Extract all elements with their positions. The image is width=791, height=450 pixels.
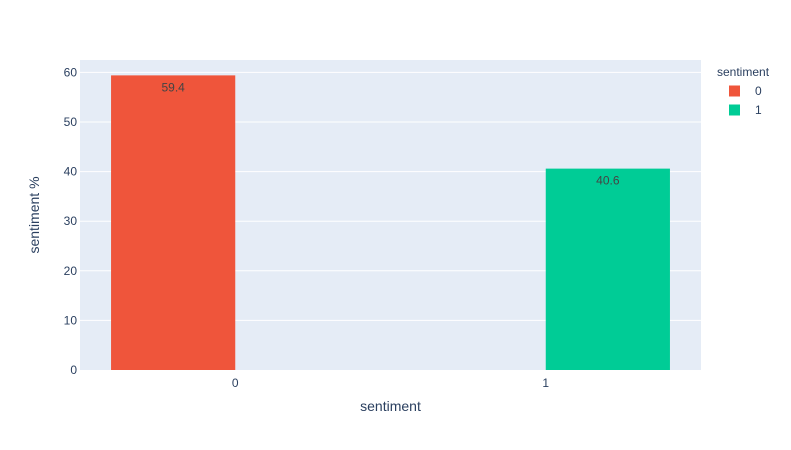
- data-label-0: 59.4: [161, 80, 185, 94]
- legend-swatch: [729, 85, 740, 97]
- legend: sentiment 01: [717, 65, 770, 117]
- legend-label: 1: [755, 103, 762, 117]
- bars: [111, 75, 670, 370]
- x-axis-title: sentiment: [360, 398, 421, 414]
- y-tick-label: 40: [64, 165, 78, 179]
- x-tick-label: 0: [232, 376, 239, 390]
- y-axis-ticks: 0 10 20 30 40 50 60: [64, 65, 78, 377]
- x-tick-label: 1: [542, 376, 549, 390]
- bar-series-1: [545, 168, 670, 370]
- data-label-1: 40.6: [596, 174, 620, 188]
- y-tick-label: 50: [64, 115, 78, 129]
- legend-items: 01: [729, 84, 762, 117]
- y-tick-label: 20: [64, 264, 78, 278]
- legend-title: sentiment: [717, 65, 770, 79]
- y-axis-title: sentiment %: [26, 176, 42, 253]
- y-tick-label: 10: [64, 313, 78, 327]
- legend-label: 0: [755, 84, 762, 98]
- legend-swatch: [729, 104, 740, 116]
- y-tick-label: 60: [64, 65, 78, 79]
- y-tick-label: 30: [64, 214, 78, 228]
- y-tick-label: 0: [70, 363, 77, 377]
- data-labels: 59.4 40.6: [161, 80, 619, 187]
- bar-series-0: [111, 75, 236, 370]
